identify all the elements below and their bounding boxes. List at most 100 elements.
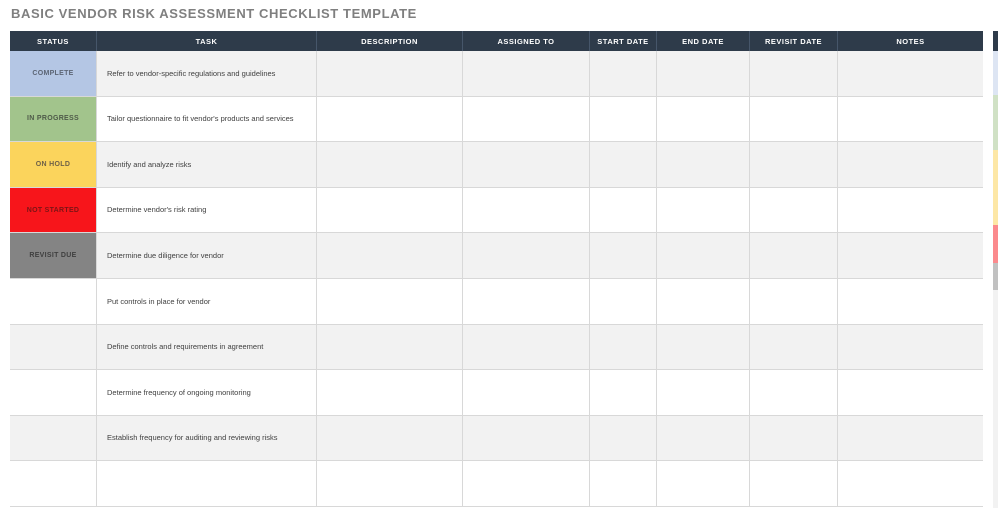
cell-start_date — [590, 415, 657, 462]
table-row: ON HOLD Identify and analyze risks — [10, 142, 983, 188]
cell-start_date — [590, 461, 657, 507]
cell-task: Tailor questionnaire to fit vendor's pro… — [97, 96, 317, 143]
cell-status — [10, 461, 97, 507]
cell-assigned_to — [463, 324, 590, 371]
table-row: Put controls in place for vendor — [10, 278, 983, 325]
cell-assigned_to — [463, 51, 590, 97]
cell-notes — [838, 233, 983, 279]
cell-description — [317, 96, 463, 143]
cell-revisit_date — [750, 461, 838, 507]
adjacent-table-edge-segment — [993, 263, 998, 290]
table-row: Define controls and requirements in agre… — [10, 324, 983, 371]
cell-start_date — [590, 96, 657, 143]
cell-start_date — [590, 370, 657, 416]
cell-description — [317, 370, 463, 416]
cell-task: Determine frequency of ongoing monitorin… — [97, 370, 317, 416]
cell-status — [10, 324, 97, 371]
cell-revisit_date — [750, 415, 838, 462]
cell-notes — [838, 96, 983, 143]
adjacent-table-edge-segment — [993, 290, 998, 508]
checklist-table: STATUS TASK DESCRIPTION ASSIGNED TO START DA… — [10, 31, 983, 508]
cell-status: ON HOLD — [10, 142, 97, 188]
cell-assigned_to — [463, 278, 590, 325]
adjacent-table-edge-segment — [993, 225, 998, 263]
cell-revisit_date — [750, 324, 838, 371]
cell-task: Establish frequency for auditing and rev… — [97, 415, 317, 462]
cell-end_date — [657, 187, 750, 234]
adjacent-table-edge-segment — [993, 31, 998, 51]
cell-start_date — [590, 51, 657, 97]
cell-revisit_date — [750, 233, 838, 279]
cell-notes — [838, 370, 983, 416]
cell-revisit_date — [750, 96, 838, 143]
adjacent-table-edge-segment — [993, 95, 998, 150]
cell-revisit_date — [750, 142, 838, 188]
cell-task: Define controls and requirements in agre… — [97, 324, 317, 371]
column-header-notes: NOTES — [896, 36, 925, 46]
adjacent-table-edge-segment — [993, 150, 998, 225]
cell-revisit_date — [750, 51, 838, 97]
cell-end_date — [657, 51, 750, 97]
cell-start_date — [590, 233, 657, 279]
cell-description — [317, 461, 463, 507]
column-header-description: DESCRIPTION — [317, 31, 463, 51]
table-body: COMPLETE Refer to vendor-specific regulat… — [10, 51, 983, 507]
cell-description — [317, 51, 463, 97]
cell-description — [317, 187, 463, 234]
cell-task: Identify and analyze risks — [97, 142, 317, 188]
cell-description — [317, 278, 463, 325]
cell-end_date — [657, 324, 750, 371]
table-row: NOT STARTED Determine vendor's risk ratin… — [10, 187, 983, 234]
cell-status: REVISIT DUE — [10, 233, 97, 279]
cell-assigned_to — [463, 461, 590, 507]
adjacent-table-edge — [993, 31, 998, 508]
cell-start_date — [590, 187, 657, 234]
cell-notes — [838, 461, 983, 507]
cell-start_date — [590, 278, 657, 325]
table-row: Establish frequency for auditing and rev… — [10, 415, 983, 462]
column-header-revisit_date: REVISIT DATE — [750, 31, 838, 51]
cell-status: NOT STARTED — [10, 187, 97, 234]
cell-assigned_to — [463, 370, 590, 416]
table-row: COMPLETE Refer to vendor-specific regulat… — [10, 51, 983, 97]
cell-end_date — [657, 233, 750, 279]
table-row: REVISIT DUE Determine due diligence for v… — [10, 233, 983, 279]
cell-status — [10, 278, 97, 325]
column-header-end_date: END DATE — [657, 31, 750, 51]
cell-assigned_to — [463, 187, 590, 234]
cell-assigned_to — [463, 96, 590, 143]
cell-notes — [838, 324, 983, 371]
table-header-row: STATUS TASK DESCRIPTION ASSIGNED TO START DA… — [10, 31, 983, 51]
cell-task: Refer to vendor-specific regulations and… — [97, 51, 317, 97]
cell-task: Determine due diligence for vendor — [97, 233, 317, 279]
cell-notes — [838, 278, 983, 325]
cell-end_date — [657, 96, 750, 143]
cell-notes — [838, 51, 983, 97]
cell-status — [10, 370, 97, 416]
column-header-start_date: START DATE — [590, 31, 657, 51]
cell-start_date — [590, 324, 657, 371]
page-title: BASIC VENDOR RISK ASSESSMENT CHECKLIST T… — [11, 6, 417, 21]
cell-revisit_date — [750, 278, 838, 325]
cell-task: Determine vendor's risk rating — [97, 187, 317, 234]
cell-status — [10, 415, 97, 462]
cell-revisit_date — [750, 370, 838, 416]
column-header-status: STATUS — [10, 31, 97, 51]
cell-end_date — [657, 142, 750, 188]
table-row — [10, 461, 983, 507]
cell-description — [317, 233, 463, 279]
cell-revisit_date — [750, 187, 838, 234]
cell-notes — [838, 187, 983, 234]
table-row: Determine frequency of ongoing monitorin… — [10, 370, 983, 416]
cell-task — [97, 461, 317, 507]
column-header-assigned_to: ASSIGNED TO — [463, 31, 590, 51]
cell-description — [317, 142, 463, 188]
cell-assigned_to — [463, 142, 590, 188]
cell-end_date — [657, 461, 750, 507]
cell-description — [317, 324, 463, 371]
table-row: IN PROGRESS Tailor questionnaire to fit v… — [10, 96, 983, 143]
cell-description — [317, 415, 463, 462]
column-header-task: TASK — [97, 31, 317, 51]
cell-status: IN PROGRESS — [10, 96, 97, 143]
